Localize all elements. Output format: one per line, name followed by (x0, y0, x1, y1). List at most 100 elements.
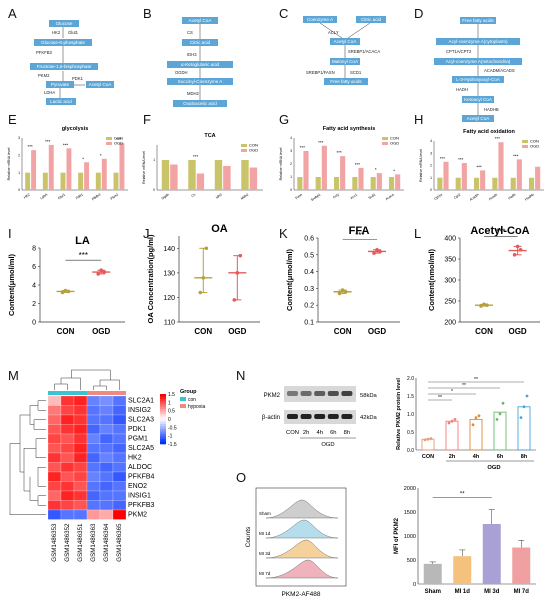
y-tick-label: 2.0 (407, 376, 414, 382)
panel-label-h: H (414, 112, 424, 127)
heatmap-cell (112, 452, 127, 463)
bar-con (214, 160, 223, 190)
x-tick-label: HK2 (23, 192, 31, 199)
chart-title: LA (75, 235, 90, 247)
bar-ogd (249, 167, 258, 190)
heatmap-cell (99, 452, 114, 463)
panel-label-j: J (143, 226, 150, 241)
x-tick-label: MI 7d (514, 589, 530, 595)
data-point (63, 288, 68, 293)
y-tick-label: 1500 (404, 510, 416, 516)
y-tick-label: 8 (32, 246, 36, 253)
data-point (429, 437, 433, 440)
bar-con (25, 172, 31, 190)
significance-mark: ** (438, 395, 442, 401)
histogram-track (265, 519, 339, 539)
band-actin (314, 414, 326, 419)
chart-oa: OA OA Concentration(pg/ml) 110 120 130 140 CON… (146, 223, 260, 336)
heatmap-cell (60, 395, 75, 406)
y-axis-label: Relative PKM2 protein level (396, 378, 402, 450)
chart-title: Fatty acid oxidation (463, 129, 515, 135)
heatmap-cell (73, 462, 88, 473)
bar-con (388, 177, 395, 190)
legend-swatch-hypoxia (180, 404, 186, 408)
legend-gradient-step (160, 424, 166, 427)
y-tick-label: 3 (430, 151, 432, 155)
chart-title: Acetyl-CoA (470, 225, 529, 237)
y-tick-label: 0 (290, 188, 292, 192)
heatmap-cell (47, 424, 62, 435)
row-label: PKM2 (128, 512, 147, 519)
lane-label: 8h (344, 430, 350, 436)
enzyme-ldha: LDHA (44, 90, 56, 95)
heatmap-cell (112, 443, 127, 454)
node-acetyl-coa: Acetyl CoA (462, 115, 494, 122)
bar-ogd (516, 159, 522, 190)
y-axis-label: Relative mRNA level (419, 149, 423, 182)
node-hydroxyacyl-coa: L-3-Hydroxyacyl-CoA (452, 76, 504, 83)
bar (453, 556, 472, 584)
node-g6p: Glucose-6-phosphate (34, 39, 92, 46)
data-point (426, 437, 430, 441)
protein-label-pkm2: PKM2 (264, 393, 281, 399)
heatmap-cell (86, 443, 101, 454)
y-tick-label: 0 (32, 320, 36, 327)
heatmap-cell (47, 414, 62, 425)
legend-tick-label: 0.5 (168, 409, 175, 415)
data-point (60, 290, 65, 295)
column-label: GSM1486364 (103, 523, 110, 562)
column-label: GSM1486353 (51, 523, 58, 562)
legend-gradient-step (160, 394, 166, 397)
bar-con (352, 177, 358, 190)
enzyme-cs: CS (187, 30, 193, 35)
bar-ogd (196, 173, 205, 190)
row-label: PFKFB3 (128, 502, 155, 509)
data-point (522, 405, 526, 409)
node-free-fatty-acids: Free fatty acids (324, 78, 368, 85)
legend-tick-label: 0 (168, 417, 171, 423)
significance-mark: *** (440, 156, 446, 161)
enzyme-glut1: Glut1 (68, 30, 79, 35)
node-lactic-acid: Lactic acid (46, 98, 76, 105)
heatmap-cell (112, 462, 127, 473)
x-tick-label: OGD (228, 327, 246, 336)
y-tick-label: 1.5 (407, 394, 414, 400)
y-tick-label: 0.5 (304, 252, 314, 259)
heatmap-cell (47, 452, 62, 463)
node-free-fatty-acids: Free fatty acids (460, 17, 496, 24)
heatmap-cell (73, 443, 88, 454)
heatmap-cell (112, 481, 127, 492)
data-point (99, 268, 103, 272)
row-label: INSIG1 (128, 493, 151, 500)
node-citric-acid: Citric acid (356, 16, 386, 23)
row-label: INSIG2 (128, 407, 151, 414)
bar-con (78, 172, 84, 190)
heatmap-cell (73, 414, 88, 425)
heatmap-cell (86, 424, 101, 435)
significance-mark: ** (474, 377, 478, 383)
x-tick-label: 6h (497, 454, 504, 460)
x-tick-label: Acadm (469, 192, 480, 201)
significance-mark: ** (460, 492, 465, 498)
data-point (482, 302, 486, 307)
heatmap-cell (60, 405, 75, 416)
y-tick-label: 6 (32, 264, 36, 271)
x-axis-label: OGD (487, 465, 500, 471)
heatmap-cell (73, 500, 88, 511)
bar-con (297, 177, 303, 190)
legend-gradient-step (160, 406, 166, 410)
heatmap-cell (60, 433, 75, 444)
x-tick-label: MI 1d (455, 589, 471, 595)
chart-fa-oxidation: Fatty acid oxidation Relative mRNA level 0… (419, 129, 544, 202)
y-axis-label: Content(nmol/ml) (427, 248, 436, 311)
band-actin (341, 414, 353, 419)
legend-gradient-step (160, 414, 166, 417)
heatmap-cell (73, 471, 88, 482)
x-tick-label: Cs (191, 192, 197, 198)
row-label: HK2 (128, 455, 142, 462)
enzyme-hadhb: HADHB (484, 107, 499, 112)
heatmap-cell (86, 471, 101, 482)
node-f16bp: Fructose-1,6-bisphosphate (30, 63, 98, 70)
enzyme-acly: ACLY (328, 30, 339, 35)
enzyme-ogdh: OGDH (175, 70, 188, 75)
